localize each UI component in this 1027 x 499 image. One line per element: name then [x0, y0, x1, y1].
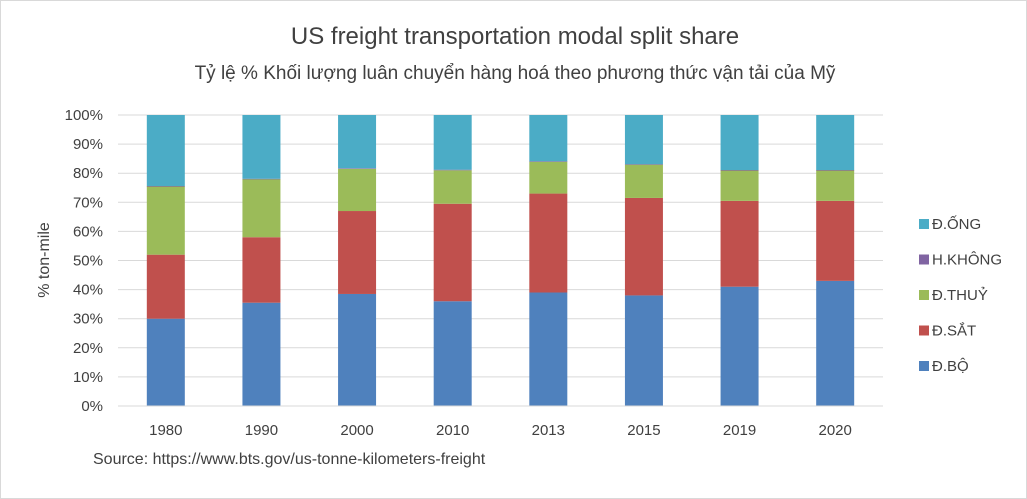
- legend-swatch: [919, 290, 929, 300]
- x-tick-label: 1980: [149, 422, 182, 439]
- bar-segment: [529, 161, 568, 194]
- legend-item: Đ.SẮT: [919, 322, 976, 340]
- bar-segment: [242, 237, 281, 303]
- gridlines: [118, 114, 883, 378]
- bar-segment: [242, 179, 281, 238]
- bar-segment: [529, 193, 568, 293]
- bar-segment: [338, 211, 377, 294]
- bar-stack: [529, 115, 568, 406]
- bar-segment: [720, 286, 759, 406]
- bar-segment: [433, 115, 472, 170]
- bar-stack: [338, 115, 377, 406]
- y-tick-label: 0%: [81, 398, 103, 415]
- legend-label: Đ.ỐNG: [932, 215, 981, 233]
- legend-item: Đ.THUỶ: [919, 287, 988, 304]
- bar-segment: [624, 164, 663, 165]
- legend-swatch: [919, 219, 929, 229]
- bar-segment: [338, 168, 377, 212]
- y-axis-tick-labels: 0% 10% 20% 30% 40% 50% 60% 70% 80% 90% 100%: [65, 107, 103, 415]
- bar-segment: [720, 115, 759, 170]
- x-tick-label: 2020: [819, 422, 852, 439]
- y-tick-label: 50%: [73, 253, 103, 270]
- y-tick-label: 100%: [65, 107, 103, 124]
- y-tick-label: 90%: [73, 136, 103, 153]
- bar-stack: [242, 115, 281, 406]
- bar-segment: [242, 115, 281, 179]
- bar-segment: [242, 302, 281, 406]
- legend-label: Đ.BỘ: [932, 358, 969, 375]
- bar-segment: [624, 115, 663, 165]
- y-tick-label: 30%: [73, 311, 103, 328]
- chart-subtitle: Tỷ lệ % Khối lượng luân chuyển hàng hoá …: [195, 63, 836, 84]
- bar-stack: [433, 115, 472, 406]
- bar-segment: [816, 280, 855, 406]
- chart-title: US freight transportation modal split sh…: [291, 23, 739, 50]
- legend-swatch: [919, 325, 929, 336]
- x-tick-label: 2013: [532, 422, 565, 439]
- bar-segment: [338, 115, 377, 169]
- x-tick-label: 1990: [245, 422, 278, 439]
- bar-segment: [146, 186, 185, 255]
- bar-segment: [242, 178, 281, 180]
- bar-segment: [624, 295, 663, 406]
- y-axis-title: % ton-mile: [36, 222, 53, 298]
- legend-item: Đ.BỘ: [919, 358, 969, 375]
- bar-segment: [146, 115, 185, 187]
- bar-stacks: [146, 115, 855, 406]
- bar-segment: [816, 169, 855, 171]
- y-tick-label: 70%: [73, 194, 103, 211]
- y-tick-label: 60%: [73, 223, 103, 240]
- legend-swatch: [919, 361, 929, 371]
- y-tick-label: 40%: [73, 282, 103, 299]
- bar-stack: [624, 115, 663, 406]
- bar-segment: [624, 197, 663, 296]
- bar-stack: [720, 115, 759, 406]
- bar-segment: [146, 318, 185, 406]
- legend-swatch: [919, 254, 929, 265]
- legend-label: H.KHÔNG: [932, 252, 1002, 269]
- x-tick-label: 2015: [627, 422, 660, 439]
- bar-segment: [146, 254, 185, 319]
- x-tick-label: 2000: [340, 422, 373, 439]
- bar-segment: [338, 293, 377, 406]
- x-tick-label: 2010: [436, 422, 469, 439]
- bar-segment: [529, 115, 568, 162]
- source-note: Source: https://www.bts.gov/us-tonne-kil…: [93, 451, 486, 468]
- bar-segment: [720, 170, 759, 201]
- x-tick-label: 2019: [723, 422, 756, 439]
- bar-segment: [624, 164, 663, 198]
- bar-segment: [529, 292, 568, 406]
- bar-segment: [720, 200, 759, 287]
- bar-stack: [146, 115, 185, 406]
- bar-segment: [529, 161, 568, 162]
- bar-segment: [433, 170, 472, 204]
- bar-segment: [338, 168, 377, 169]
- legend-label: Đ.SẮT: [932, 322, 976, 340]
- bar-segment: [816, 170, 855, 201]
- legend-label: Đ.THUỶ: [932, 287, 988, 304]
- bar-segment: [720, 169, 759, 171]
- y-tick-label: 20%: [73, 340, 103, 357]
- x-axis-tick-labels: 1980 1990 2000 2010 2013 2015 2019 2020: [149, 422, 852, 439]
- y-tick-label: 10%: [73, 369, 103, 386]
- bar-segment: [816, 115, 855, 170]
- bar-segment: [433, 301, 472, 406]
- y-tick-label: 80%: [73, 165, 103, 182]
- legend-item: Đ.ỐNG: [919, 215, 981, 233]
- bar-segment: [433, 169, 472, 171]
- bar-segment: [433, 203, 472, 302]
- legend: Đ.ỐNG H.KHÔNG Đ.THUỶ Đ.SẮT Đ.BỘ: [919, 215, 1002, 375]
- legend-item: H.KHÔNG: [919, 252, 1002, 269]
- bar-segment: [816, 200, 855, 281]
- bar-stack: [816, 115, 855, 406]
- bar-segment: [146, 186, 185, 187]
